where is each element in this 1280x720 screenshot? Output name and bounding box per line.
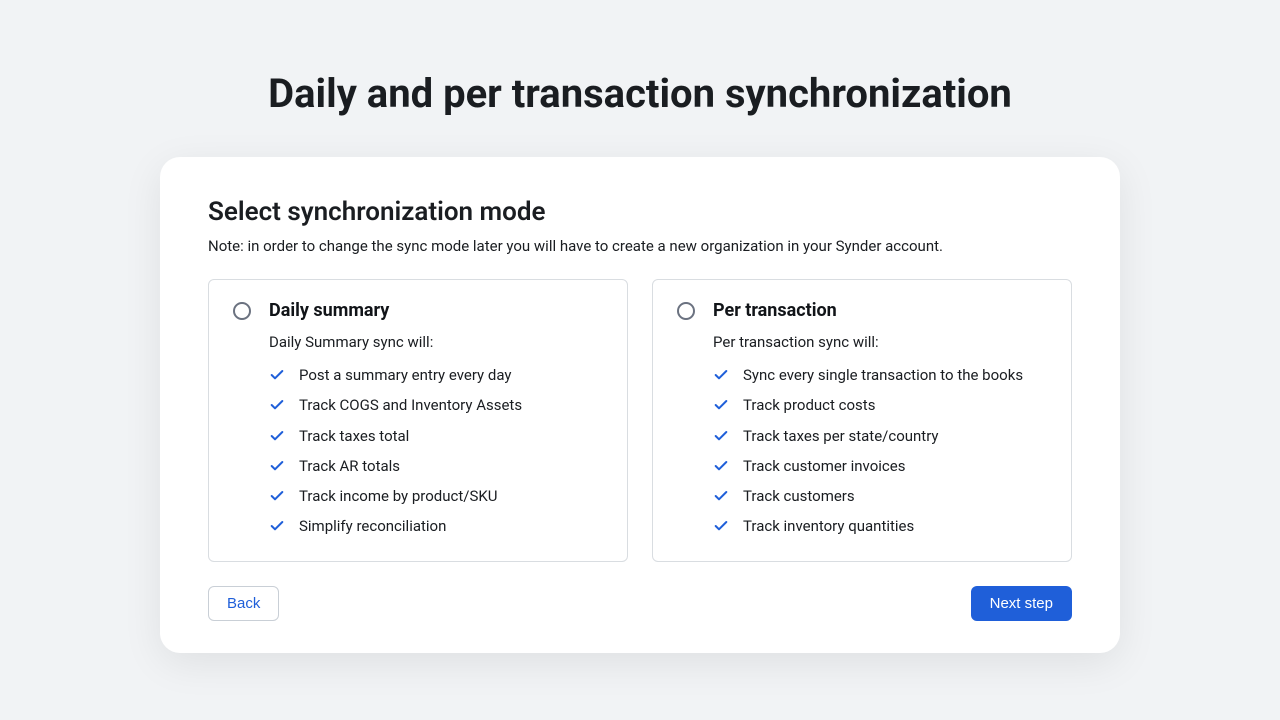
feature-text: Track inventory quantities <box>743 516 914 536</box>
back-button[interactable]: Back <box>208 586 279 621</box>
option-title: Daily summary <box>269 300 389 321</box>
feature-text: Sync every single transaction to the boo… <box>743 365 1023 385</box>
feature-item: Track customer invoices <box>713 456 1047 476</box>
feature-item: Track taxes total <box>269 426 603 446</box>
option-body: Per transaction sync will: Sync every si… <box>677 333 1047 537</box>
check-icon <box>713 367 729 383</box>
feature-item: Track product costs <box>713 395 1047 415</box>
feature-text: Track customers <box>743 486 855 506</box>
feature-list: Sync every single transaction to the boo… <box>713 365 1047 537</box>
option-title: Per transaction <box>713 300 837 321</box>
feature-text: Simplify reconciliation <box>299 516 446 536</box>
feature-text: Track product costs <box>743 395 875 415</box>
feature-item: Track income by product/SKU <box>269 486 603 506</box>
check-icon <box>713 488 729 504</box>
actions-row: Back Next step <box>208 586 1072 621</box>
feature-item: Track customers <box>713 486 1047 506</box>
option-subtitle: Daily Summary sync will: <box>269 333 603 351</box>
check-icon <box>269 367 285 383</box>
option-subtitle: Per transaction sync will: <box>713 333 1047 351</box>
sync-mode-card: Select synchronization mode Note: in ord… <box>160 157 1120 653</box>
feature-text: Track customer invoices <box>743 456 905 476</box>
option-body: Daily Summary sync will: Post a summary … <box>233 333 603 537</box>
check-icon <box>269 428 285 444</box>
check-icon <box>269 458 285 474</box>
option-header: Per transaction <box>677 300 1047 321</box>
feature-text: Track taxes per state/country <box>743 426 939 446</box>
feature-list: Post a summary entry every day Track COGS… <box>269 365 603 537</box>
feature-item: Post a summary entry every day <box>269 365 603 385</box>
radio-icon[interactable] <box>233 302 251 320</box>
feature-text: Track taxes total <box>299 426 409 446</box>
check-icon <box>713 458 729 474</box>
next-step-button[interactable]: Next step <box>971 586 1072 621</box>
feature-item: Simplify reconciliation <box>269 516 603 536</box>
check-icon <box>269 488 285 504</box>
card-title: Select synchronization mode <box>208 197 1072 227</box>
radio-icon[interactable] <box>677 302 695 320</box>
feature-text: Track income by product/SKU <box>299 486 498 506</box>
check-icon <box>269 518 285 534</box>
feature-item: Track taxes per state/country <box>713 426 1047 446</box>
feature-text: Track AR totals <box>299 456 400 476</box>
check-icon <box>269 397 285 413</box>
feature-text: Post a summary entry every day <box>299 365 511 385</box>
page-title: Daily and per transaction synchronizatio… <box>268 70 1012 117</box>
option-header: Daily summary <box>233 300 603 321</box>
card-note: Note: in order to change the sync mode l… <box>208 237 1072 255</box>
feature-item: Sync every single transaction to the boo… <box>713 365 1047 385</box>
feature-item: Track AR totals <box>269 456 603 476</box>
page-root: Daily and per transaction synchronizatio… <box>0 0 1280 720</box>
feature-text: Track COGS and Inventory Assets <box>299 395 522 415</box>
option-daily-summary[interactable]: Daily summary Daily Summary sync will: P… <box>208 279 628 562</box>
feature-item: Track COGS and Inventory Assets <box>269 395 603 415</box>
option-per-transaction[interactable]: Per transaction Per transaction sync wil… <box>652 279 1072 562</box>
check-icon <box>713 428 729 444</box>
check-icon <box>713 518 729 534</box>
options-row: Daily summary Daily Summary sync will: P… <box>208 279 1072 562</box>
check-icon <box>713 397 729 413</box>
feature-item: Track inventory quantities <box>713 516 1047 536</box>
